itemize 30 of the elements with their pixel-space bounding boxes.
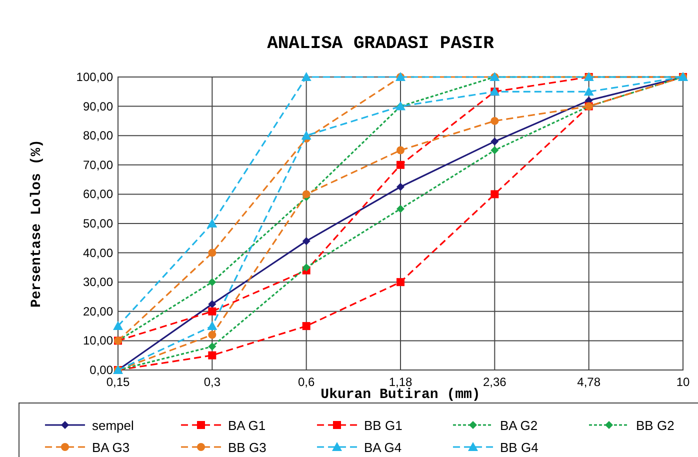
legend-label: BB G1 (364, 418, 402, 433)
legend-label: BB G2 (636, 418, 674, 433)
y-tick-label: 0,00 (90, 363, 114, 377)
y-axis-title: Persentase Lolos (%) (29, 139, 45, 308)
legend-label: sempel (92, 418, 134, 433)
legend-label: BA G3 (92, 440, 130, 455)
x-tick-label: 0,3 (204, 375, 221, 389)
y-tick-label: 30,00 (82, 275, 114, 290)
y-tick-label: 60,00 (82, 187, 114, 202)
y-tick-label: 90,00 (82, 99, 114, 114)
y-tick-label: 70,00 (82, 158, 114, 172)
x-tick-label: 2,36 (482, 375, 507, 389)
x-axis-title: Ukuran Butiran (mm) (320, 387, 480, 403)
legend-label: BA G2 (500, 418, 538, 433)
legend-label: BA G1 (228, 418, 266, 433)
legend-label: BA G4 (364, 440, 402, 455)
x-tick-label: 10 (676, 375, 690, 389)
x-tick-label: 4,78 (577, 375, 601, 389)
x-tick-label: 0,15 (106, 375, 130, 389)
y-tick-label: 10,00 (82, 334, 114, 348)
y-tick-label: 40,00 (82, 246, 114, 260)
y-tick-label: 80,00 (82, 128, 114, 143)
y-tick-label: 50,00 (82, 216, 114, 230)
legend-label: BB G3 (228, 440, 266, 455)
x-tick-label: 0,6 (298, 375, 315, 389)
x-tick-label: 1,18 (388, 375, 412, 389)
y-tick-label: 20,00 (82, 304, 114, 318)
y-tick-label: 100,00 (76, 70, 114, 84)
chart-title: ANALISA GRADASI PASIR (267, 34, 494, 54)
legend-label: BB G4 (500, 440, 538, 455)
